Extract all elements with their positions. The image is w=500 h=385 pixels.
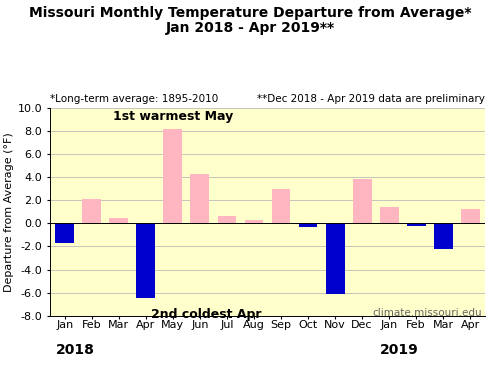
Text: climate.missouri.edu: climate.missouri.edu <box>372 308 482 318</box>
Bar <box>136 223 156 298</box>
Text: *Long-term average: 1895-2010: *Long-term average: 1895-2010 <box>50 94 218 104</box>
Text: 2018: 2018 <box>56 343 94 357</box>
Bar <box>190 174 210 223</box>
Text: **Dec 2018 - Apr 2019 data are preliminary: **Dec 2018 - Apr 2019 data are prelimina… <box>257 94 485 104</box>
Bar <box>82 199 102 223</box>
Bar <box>460 209 479 223</box>
Bar <box>272 189 290 223</box>
Bar <box>164 129 182 223</box>
Text: Jan 2018 - Apr 2019**: Jan 2018 - Apr 2019** <box>166 21 334 35</box>
Text: 1st warmest May: 1st warmest May <box>113 110 233 123</box>
Bar <box>406 223 426 226</box>
Bar <box>434 223 452 249</box>
Bar <box>352 179 372 223</box>
Bar <box>298 223 318 227</box>
Text: 2019: 2019 <box>380 343 418 357</box>
Bar <box>218 216 236 223</box>
Bar <box>244 220 264 223</box>
Text: Missouri Monthly Temperature Departure from Average*: Missouri Monthly Temperature Departure f… <box>29 6 471 20</box>
Text: 2nd coldest Apr: 2nd coldest Apr <box>152 308 262 321</box>
Bar <box>56 223 74 243</box>
Bar <box>380 207 398 223</box>
Bar <box>326 223 344 294</box>
Bar <box>110 218 128 223</box>
Y-axis label: Departure from Average (°F): Departure from Average (°F) <box>4 132 14 291</box>
